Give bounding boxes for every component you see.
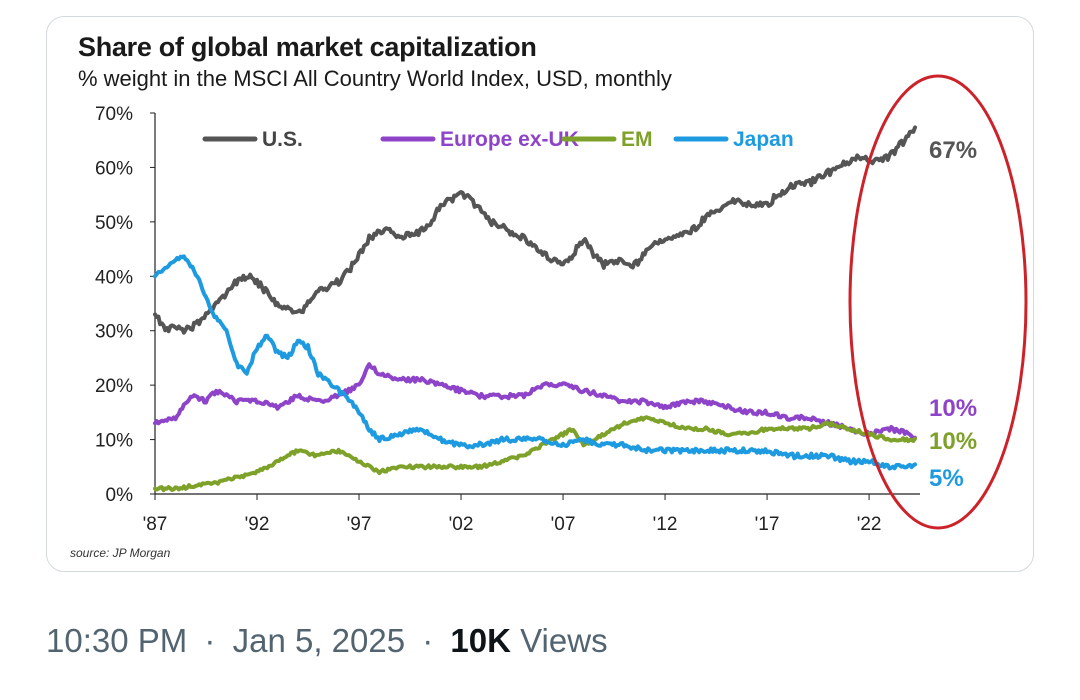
y-tick-label: 50% xyxy=(95,213,133,234)
chart-card[interactable] xyxy=(46,16,1034,572)
meta-separator: · xyxy=(204,622,216,659)
post-time[interactable]: 10:30 PM xyxy=(46,622,188,659)
meta-separator: · xyxy=(422,622,434,659)
x-tick-label: '92 xyxy=(245,514,270,535)
y-tick-label: 70% xyxy=(95,104,133,125)
chart-source: source: JP Morgan xyxy=(70,546,171,560)
series-line-japan xyxy=(153,254,917,471)
series-line-europe-ex-uk xyxy=(153,362,917,441)
x-tick-label: '12 xyxy=(653,514,678,535)
highlight-ellipse xyxy=(848,74,1028,530)
views-count[interactable]: 10K xyxy=(450,622,511,659)
end-value-label: 10% xyxy=(929,395,977,422)
series-line-em xyxy=(153,415,917,493)
post-meta: 10:30 PM · Jan 5, 2025 · 10K Views xyxy=(46,622,608,660)
x-tick-label: '07 xyxy=(551,514,576,535)
y-tick-label: 60% xyxy=(95,158,133,179)
legend-label: Europe ex-UK xyxy=(440,128,579,151)
x-tick-label: '97 xyxy=(347,514,372,535)
x-tick-label: '22 xyxy=(857,514,882,535)
y-tick-label: 0% xyxy=(106,485,134,506)
y-tick-label: 30% xyxy=(95,322,133,343)
legend-label: Japan xyxy=(733,128,794,151)
end-value-label: 5% xyxy=(929,465,964,492)
chart-title: Share of global market capitalization xyxy=(78,32,537,62)
views-label: Views xyxy=(520,622,608,659)
series-line-u-s xyxy=(153,125,917,335)
y-tick-label: 10% xyxy=(95,431,133,452)
x-tick-label: '02 xyxy=(449,514,474,535)
x-tick-label: '17 xyxy=(755,514,780,535)
y-tick-label: 20% xyxy=(95,376,133,397)
legend-label: U.S. xyxy=(262,128,303,151)
chart-subtitle: % weight in the MSCI All Country World I… xyxy=(78,66,672,91)
x-tick-label: '87 xyxy=(143,514,168,535)
end-value-label: 67% xyxy=(929,137,977,164)
post-date[interactable]: Jan 5, 2025 xyxy=(232,622,406,659)
legend-label: EM xyxy=(621,128,653,151)
line-chart: 0% 10% 20% 30% 40% 50% 60% 70% '87 '92 '97 '02 '07 '1… xyxy=(95,74,1028,535)
end-value-label: 10% xyxy=(929,428,977,455)
y-tick-label: 40% xyxy=(95,267,133,288)
